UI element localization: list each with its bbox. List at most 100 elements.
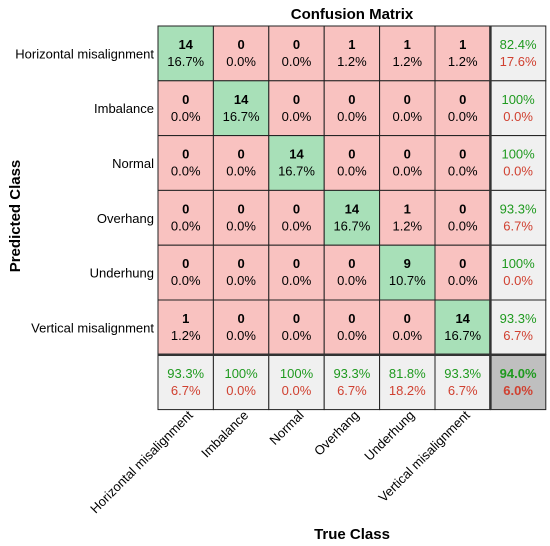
- cell-count: 0: [182, 147, 189, 162]
- matrix-cell: [268, 189, 325, 246]
- cell-count: 0: [459, 201, 466, 216]
- row-tick-label: Overhang: [97, 211, 154, 226]
- cell-percent: 0.0%: [171, 273, 201, 288]
- matrix-cells: 1416.7%00.0%00.0%11.2%11.2%11.2%00.0%141…: [157, 25, 547, 411]
- cell-percent: 0.0%: [282, 328, 312, 343]
- cell-count: 0: [182, 256, 189, 271]
- col-summary-correct: 93.3%: [167, 366, 204, 381]
- cell-percent: 1.2%: [448, 54, 478, 69]
- cell-percent: 0.0%: [171, 164, 201, 179]
- col-summary-error: 6.7%: [171, 383, 201, 398]
- row-summary-cell: [489, 25, 547, 82]
- cell-count: 0: [293, 311, 300, 326]
- col-summary-error: 18.2%: [389, 383, 426, 398]
- col-tick-label: Normal: [266, 407, 306, 447]
- matrix-cell: [323, 80, 381, 137]
- cell-percent: 0.0%: [337, 164, 367, 179]
- cell-count: 0: [293, 92, 300, 107]
- cell-percent: 0.0%: [282, 273, 312, 288]
- row-summary-correct: 82.4%: [500, 37, 537, 52]
- cell-count: 0: [237, 37, 244, 52]
- cell-count: 0: [459, 256, 466, 271]
- cell-percent: 0.0%: [337, 273, 367, 288]
- col-tick-label: Vertical misalignment: [375, 407, 473, 505]
- cell-count: 1: [182, 311, 189, 326]
- cell-count: 0: [348, 311, 355, 326]
- cell-count: 0: [237, 256, 244, 271]
- cell-percent: 0.0%: [171, 218, 201, 233]
- cell-percent: 0.0%: [448, 109, 478, 124]
- row-tick-label: Underhung: [90, 266, 154, 281]
- row-summary-correct: 100%: [501, 92, 535, 107]
- cell-percent: 0.0%: [226, 273, 256, 288]
- col-summary-error: 6.7%: [448, 383, 478, 398]
- col-summary-cell: [268, 354, 325, 411]
- matrix-cell: [157, 244, 214, 301]
- col-tick-label: Imbalance: [198, 408, 251, 461]
- cell-percent: 16.7%: [333, 218, 370, 233]
- cell-percent: 0.0%: [226, 218, 256, 233]
- col-summary-correct: 81.8%: [389, 366, 426, 381]
- matrix-cell: [157, 25, 214, 82]
- row-summary-error: 0.0%: [503, 164, 533, 179]
- matrix-cell: [434, 135, 491, 191]
- x-axis-title: True Class: [314, 526, 390, 543]
- row-tick-label: Imbalance: [94, 101, 154, 116]
- row-tick-label: Normal: [112, 156, 154, 171]
- col-summary-correct: 100%: [280, 366, 314, 381]
- cell-count: 0: [459, 92, 466, 107]
- matrix-cell: [323, 189, 381, 246]
- cell-percent: 0.0%: [282, 54, 312, 69]
- y-axis-title: Predicted Class: [7, 160, 24, 273]
- cell-count: 0: [237, 311, 244, 326]
- cell-percent: 16.7%: [167, 54, 204, 69]
- col-summary-error: 0.0%: [226, 383, 256, 398]
- cell-count: 1: [404, 37, 411, 52]
- cell-count: 0: [404, 92, 411, 107]
- row-summary-cell: [489, 299, 547, 356]
- cell-percent: 1.2%: [392, 218, 422, 233]
- col-summary-cell: [434, 354, 491, 411]
- row-summary-error: 0.0%: [503, 273, 533, 288]
- cell-percent: 1.2%: [337, 54, 367, 69]
- cell-percent: 0.0%: [392, 109, 422, 124]
- cell-count: 1: [459, 37, 466, 52]
- matrix-cell: [323, 244, 381, 301]
- cell-count: 1: [404, 201, 411, 216]
- cell-percent: 16.7%: [444, 328, 481, 343]
- cell-percent: 0.0%: [282, 218, 312, 233]
- row-tick-label: Vertical misalignment: [31, 320, 154, 335]
- cell-count: 14: [289, 147, 304, 162]
- cell-count: 14: [178, 37, 193, 52]
- matrix-cell: [157, 299, 214, 356]
- cell-count: 0: [459, 147, 466, 162]
- matrix-cell: [212, 189, 270, 246]
- row-summary-correct: 93.3%: [500, 201, 537, 216]
- cell-percent: 0.0%: [337, 109, 367, 124]
- col-summary-correct: 93.3%: [444, 366, 481, 381]
- cell-count: 0: [348, 147, 355, 162]
- col-tick-label: Horizontal misalignment: [87, 407, 196, 516]
- cell-count: 0: [404, 147, 411, 162]
- cell-percent: 0.0%: [448, 164, 478, 179]
- cell-percent: 10.7%: [389, 273, 426, 288]
- cell-count: 9: [404, 256, 411, 271]
- row-summary-cell: [489, 189, 547, 246]
- cell-percent: 1.2%: [392, 54, 422, 69]
- cell-percent: 0.0%: [448, 218, 478, 233]
- row-summary-cell: [489, 135, 547, 191]
- cell-percent: 1.2%: [171, 328, 201, 343]
- cell-count: 0: [348, 256, 355, 271]
- cell-percent: 0.0%: [226, 164, 256, 179]
- cell-percent: 0.0%: [392, 164, 422, 179]
- cell-percent: 0.0%: [282, 109, 312, 124]
- matrix-cell: [379, 189, 436, 246]
- cell-percent: 0.0%: [337, 328, 367, 343]
- matrix-cell: [268, 25, 325, 82]
- matrix-cell: [212, 135, 270, 191]
- cell-percent: 16.7%: [278, 164, 315, 179]
- cell-percent: 0.0%: [448, 273, 478, 288]
- cell-count: 0: [237, 147, 244, 162]
- cell-count: 0: [182, 92, 189, 107]
